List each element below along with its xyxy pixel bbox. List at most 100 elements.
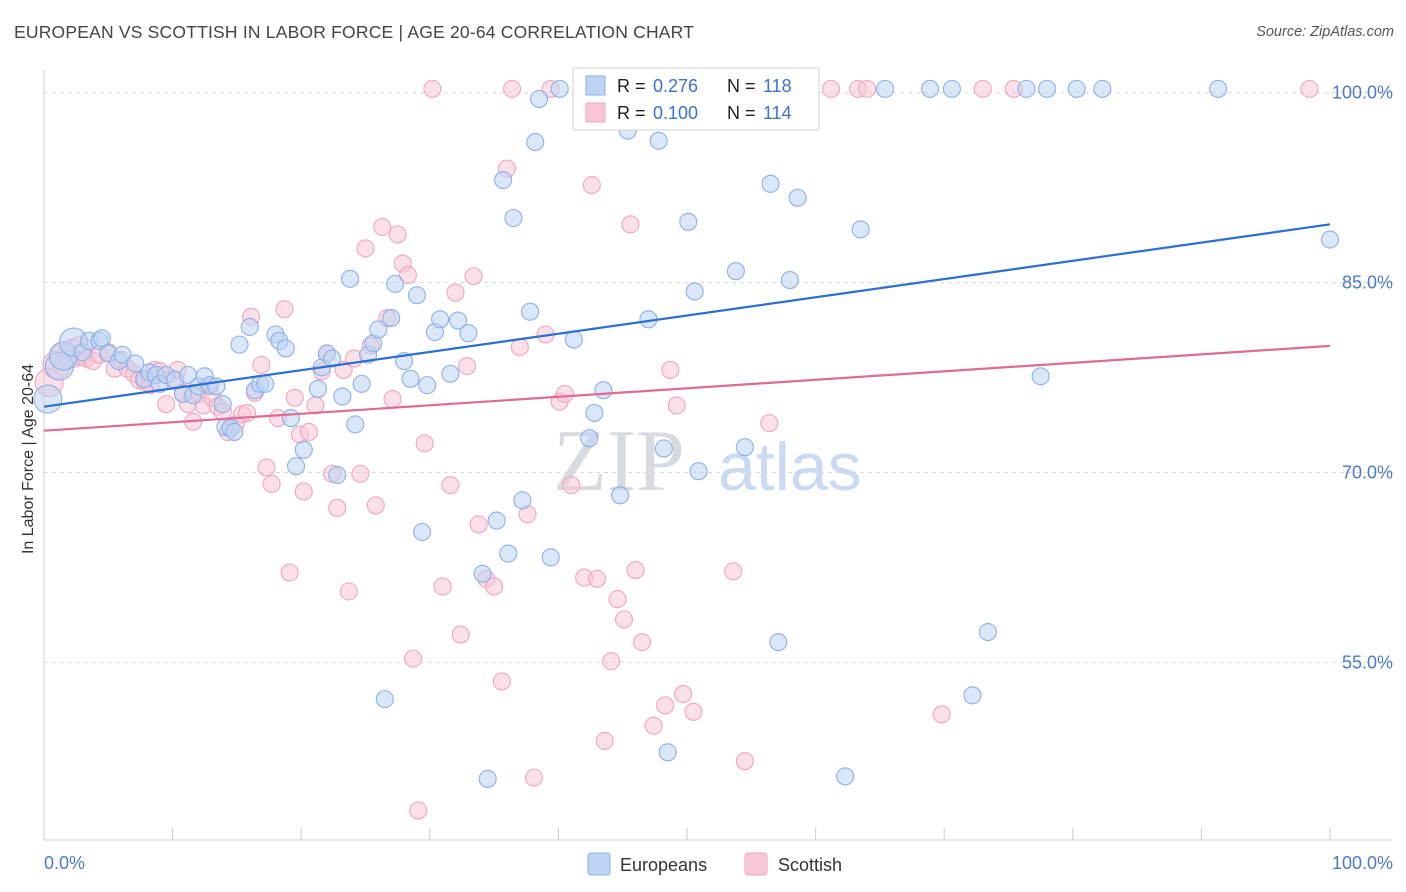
europeans-point — [1320, 230, 1340, 249]
scottish-point — [451, 625, 470, 644]
europeans-point — [308, 379, 327, 398]
scottish-swatch — [585, 102, 606, 123]
europeans-point — [33, 384, 63, 414]
europeans-point — [333, 387, 352, 406]
stats-legend-box — [572, 67, 820, 131]
europeans-point — [256, 374, 275, 393]
europeans-point — [459, 324, 478, 343]
europeans-point — [963, 686, 982, 705]
europeans-point — [541, 548, 560, 567]
europeans-point — [328, 465, 347, 485]
scottish-point — [423, 79, 442, 98]
scottish-point — [294, 482, 313, 501]
europeans-point — [1031, 367, 1050, 386]
europeans-point — [386, 274, 405, 293]
europeans-point — [942, 79, 961, 98]
europeans-point — [851, 220, 870, 239]
scottish-point — [555, 384, 574, 404]
europeans-point — [726, 262, 745, 281]
scottish-point — [632, 633, 652, 652]
scottish-point — [262, 474, 281, 493]
europeans-points — [33, 79, 1340, 788]
scottish-point — [351, 464, 370, 483]
scottish-point — [684, 702, 703, 721]
europeans-point — [323, 349, 342, 368]
europeans-point — [126, 354, 145, 373]
scottish-point — [602, 652, 621, 671]
europeans-point — [341, 269, 360, 288]
europeans-point — [611, 486, 630, 505]
scottish-point — [656, 696, 675, 715]
scottish-point — [587, 569, 607, 588]
axes — [43, 70, 1392, 841]
scottish-point — [485, 577, 504, 596]
scottish-point — [238, 403, 257, 423]
stats-legend: R = 0.276 N = 118 R = 0.100 N = 114 — [572, 67, 820, 131]
scottish-point — [582, 176, 601, 195]
scottish-r-label: R = — [617, 103, 646, 123]
europeans-point — [346, 415, 365, 434]
europeans-point — [240, 317, 259, 336]
scottish-point — [735, 752, 754, 771]
europeans-point — [788, 188, 807, 207]
europeans-point — [494, 170, 513, 190]
scottish-point — [760, 414, 779, 433]
europeans-point — [550, 79, 569, 98]
europeans-r-label: R = — [617, 76, 646, 96]
europeans-n-value: 118 — [763, 76, 792, 96]
europeans-point — [287, 457, 306, 476]
europeans-point — [585, 403, 604, 423]
europeans-point — [449, 311, 468, 330]
europeans-point — [213, 395, 232, 414]
scottish-point — [821, 79, 841, 98]
x-tick-label: 100.0% — [1332, 853, 1393, 873]
scottish-point — [409, 801, 428, 820]
europeans-point — [369, 320, 388, 339]
europeans-point — [478, 769, 497, 788]
scottish-point — [510, 338, 529, 357]
y-tick-label: 55.0% — [1342, 652, 1393, 672]
y-axis-label: In Labor Force | Age 20-64 — [20, 364, 37, 554]
europeans-point — [530, 89, 549, 109]
europeans-point — [780, 270, 799, 290]
scottish-point — [339, 582, 358, 601]
europeans-point — [594, 381, 613, 400]
scottish-point — [932, 705, 951, 724]
europeans-point — [685, 282, 704, 301]
scottish-point — [458, 357, 477, 376]
scottish-point — [356, 239, 375, 258]
source-label: Source: ZipAtlas.com — [1256, 24, 1394, 40]
europeans-r-value: 0.276 — [653, 76, 698, 96]
europeans-point — [564, 330, 583, 349]
scottish-point — [299, 422, 318, 442]
europeans-point — [769, 633, 788, 652]
europeans-point — [375, 690, 394, 709]
europeans-point — [875, 79, 895, 98]
europeans-point — [418, 376, 437, 395]
europeans-point — [1038, 79, 1057, 98]
scottish-point — [383, 390, 402, 409]
europeans-point — [761, 174, 780, 193]
scottish-point — [626, 560, 645, 580]
europeans-swatch — [585, 75, 606, 96]
scottish-point — [446, 283, 465, 302]
y-tick-label: 100.0% — [1332, 83, 1393, 103]
europeans-point — [658, 743, 677, 762]
trend-lines — [43, 223, 1331, 432]
europeans-point — [225, 422, 244, 442]
europeans-point — [521, 302, 540, 321]
europeans-point — [401, 369, 420, 388]
legend-europeans-swatch — [587, 852, 611, 876]
scottish-point — [285, 388, 304, 407]
scottish-point — [469, 515, 488, 534]
europeans-point — [113, 345, 132, 364]
europeans-point — [649, 131, 668, 150]
europeans-n-label: N = — [727, 76, 756, 96]
europeans-point — [654, 439, 673, 458]
scottish-point — [275, 300, 294, 319]
scottish-point — [1300, 79, 1319, 98]
scottish-point — [595, 731, 614, 750]
legend-europeans-label: Europeans — [620, 855, 707, 875]
scottish-point — [724, 562, 743, 581]
